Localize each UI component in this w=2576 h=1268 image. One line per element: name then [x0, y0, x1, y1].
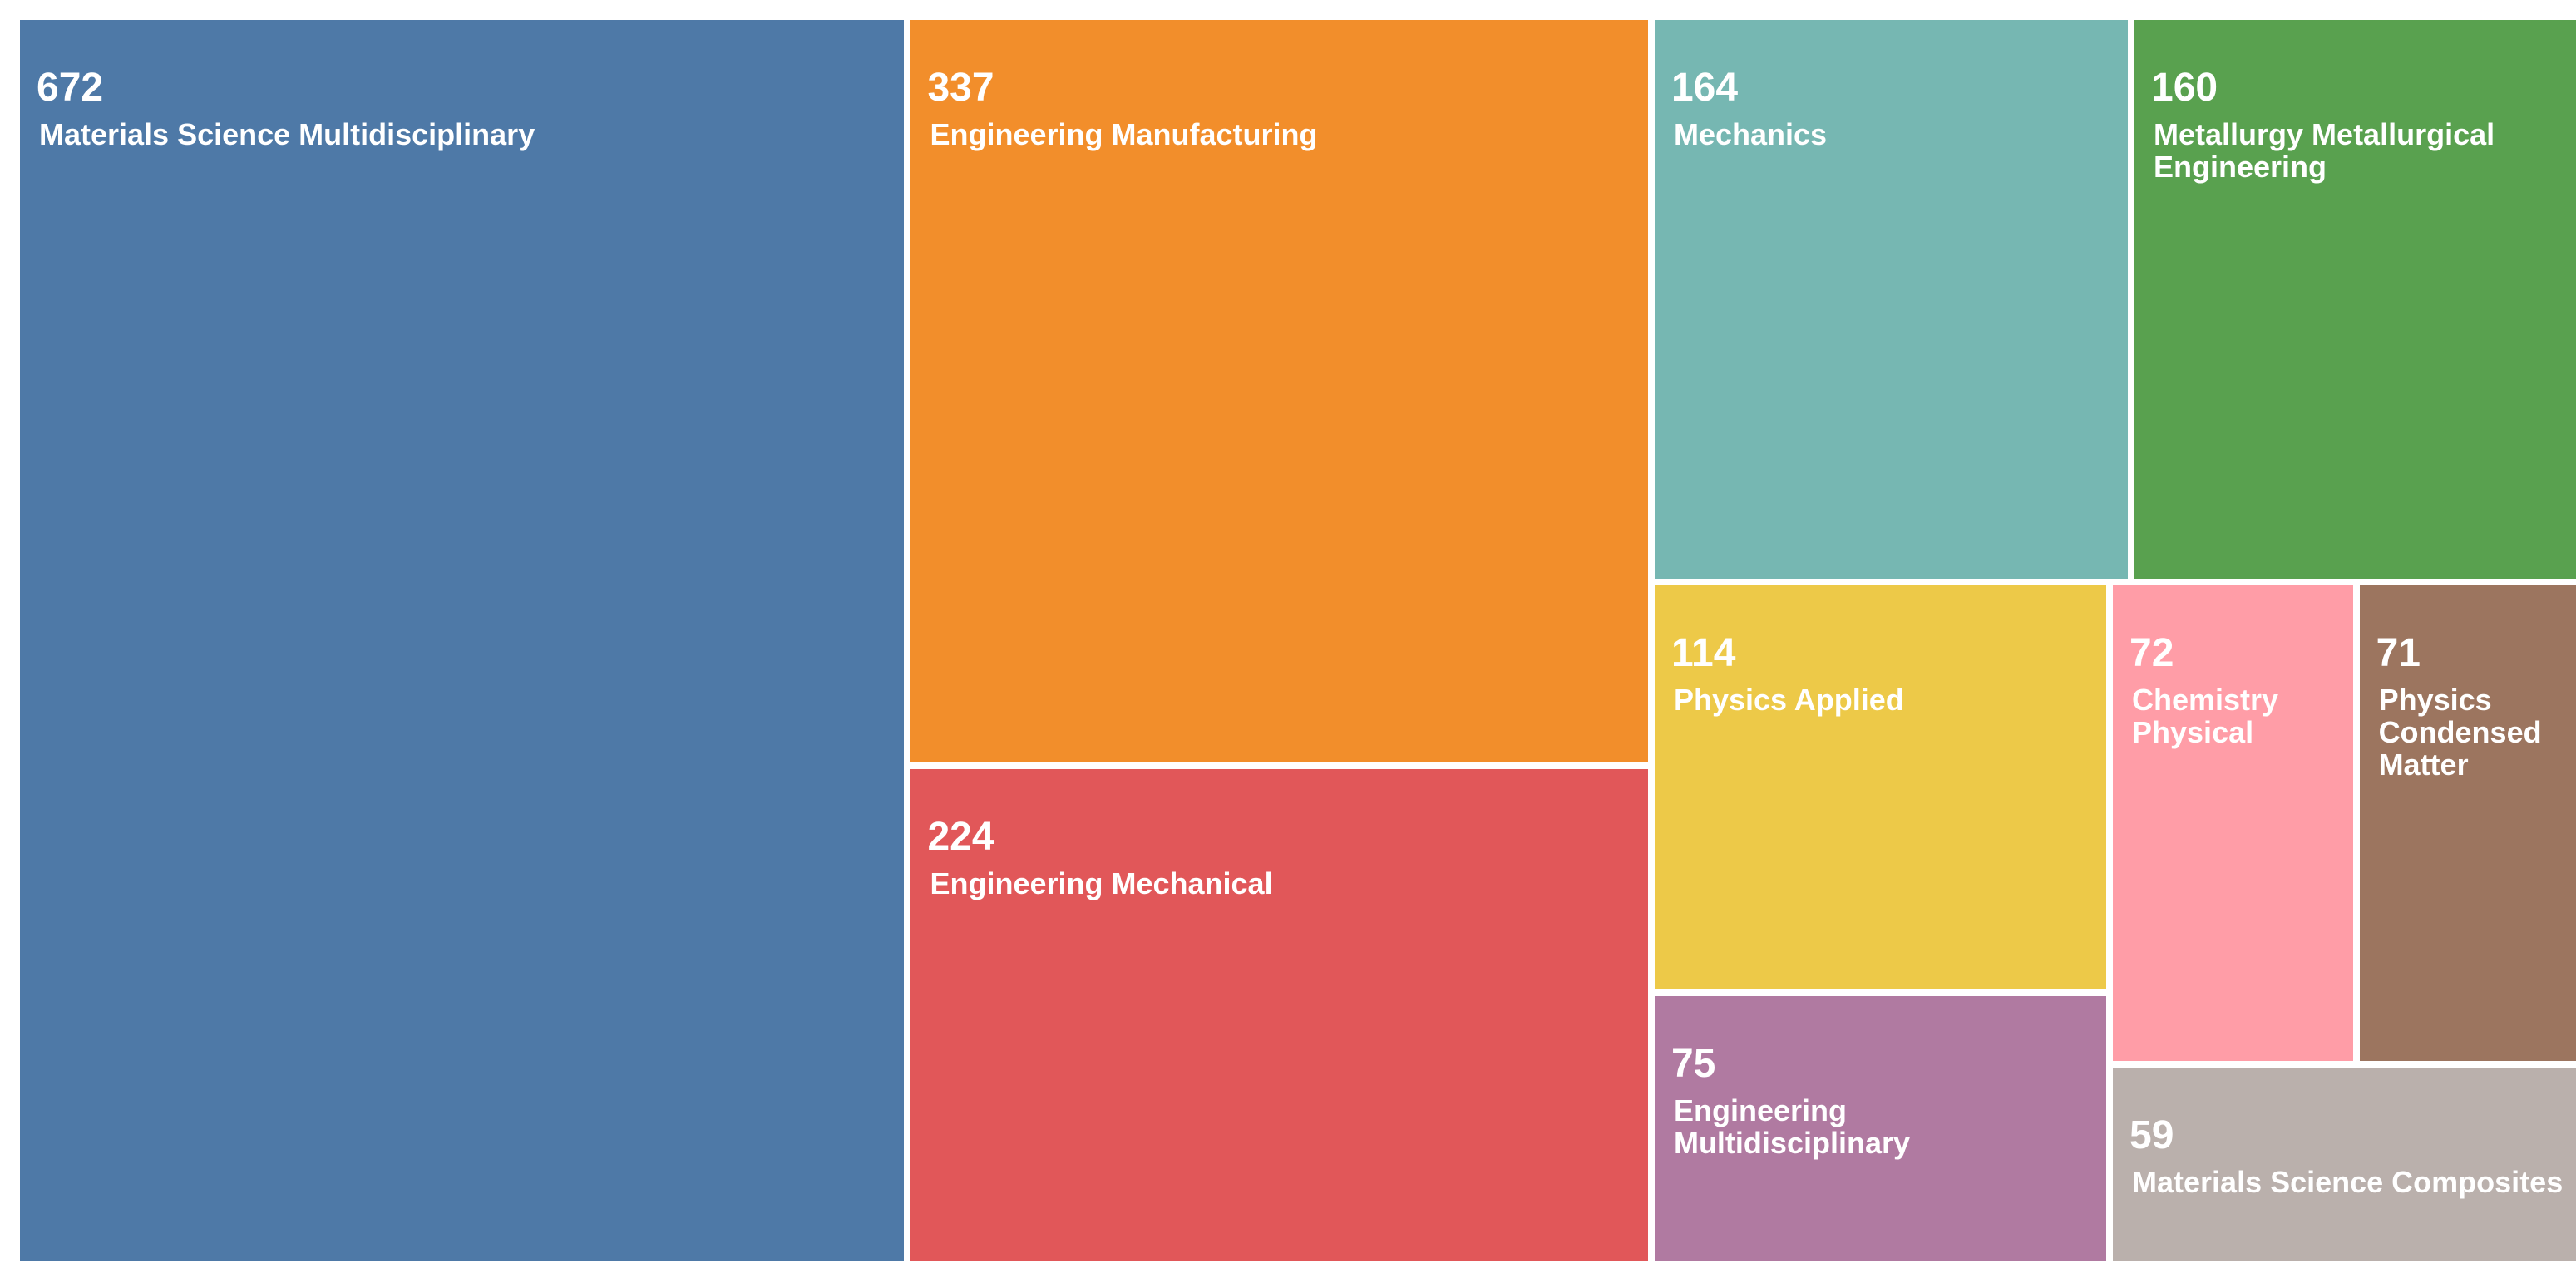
treemap-cell[interactable]: 672 Materials Science Multidisciplinary	[20, 20, 905, 1261]
cell-label: Metallurgy Metallurgical Engineering	[2154, 117, 2495, 184]
cell-label: Engineering Manufacturing	[930, 117, 1318, 151]
treemap-cell[interactable]: 164 Mechanics	[1654, 20, 2128, 579]
treemap-cell[interactable]: 71 Physics Condensed Matter	[2359, 585, 2576, 1062]
cell-value: 71	[2376, 630, 2421, 675]
cell-label: Engineering Multidisciplinary	[1673, 1093, 1910, 1161]
cell-label: Mechanics	[1673, 117, 1828, 151]
cell-value: 75	[1670, 1042, 1716, 1087]
cell-value: 59	[2129, 1113, 2174, 1158]
cell-value: 337	[927, 66, 994, 110]
cell-value: 160	[2151, 66, 2218, 110]
treemap-cell[interactable]: 59 Materials Science Composites	[2113, 1068, 2576, 1261]
cell-value: 72	[2129, 630, 2174, 675]
treemap-cell[interactable]: 337 Engineering Manufacturing	[910, 20, 1648, 763]
treemap-cell[interactable]: 160 Metallurgy Metallurgical Engineering	[2134, 20, 2576, 579]
cell-value: 672	[37, 66, 104, 110]
cell-label: Materials Science Multidisciplinary	[39, 117, 535, 151]
cell-value: 114	[1670, 630, 1736, 675]
cell-value: 164	[1670, 66, 1739, 110]
treemap-cell[interactable]: 114 Physics Applied	[1654, 585, 2107, 990]
cell-label: Physics Condensed Matter	[2378, 682, 2542, 782]
treemap-cell[interactable]: 75 Engineering Multidisciplinary	[1654, 996, 2107, 1261]
cell-label: Chemistry Physical	[2132, 682, 2279, 749]
cell-value: 224	[927, 815, 994, 860]
cell-label: Engineering Mechanical	[930, 866, 1273, 901]
treemap-cell[interactable]: 72 Chemistry Physical	[2113, 585, 2353, 1062]
cell-label: Materials Science Composites	[2132, 1165, 2564, 1200]
treemap-cell[interactable]: 224 Engineering Mechanical	[910, 769, 1648, 1261]
cell-label: Physics Applied	[1673, 682, 1904, 717]
